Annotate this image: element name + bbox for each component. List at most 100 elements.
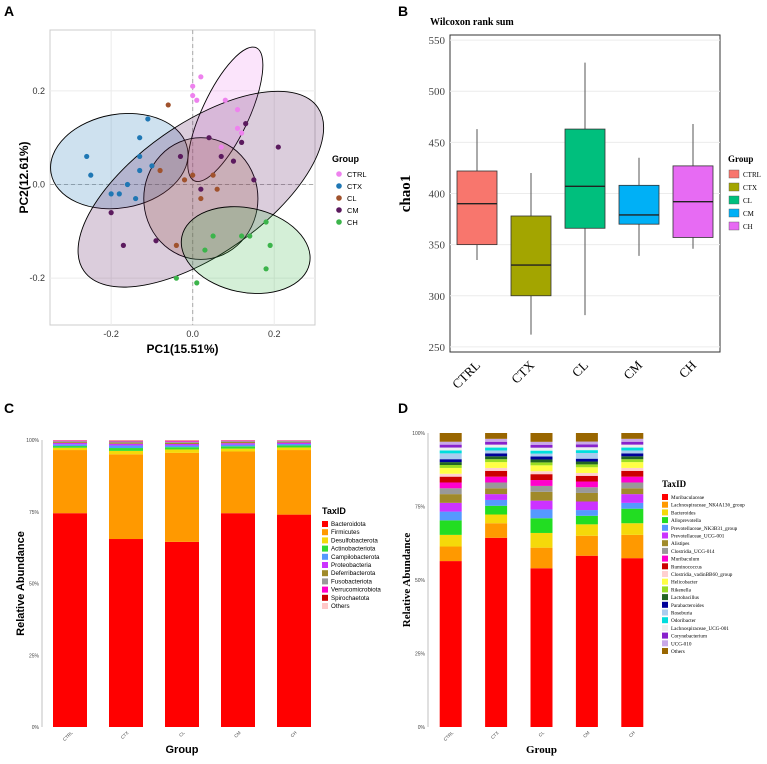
bar-segment-others xyxy=(531,433,553,442)
legend-swatch-ruminococcus xyxy=(662,563,668,569)
bar-segment-muribaculum xyxy=(531,480,553,486)
bar-segment-proteobacteria xyxy=(53,443,87,444)
legend-swatch-muribaculum xyxy=(662,556,668,562)
bar-segment-ucg-010 xyxy=(576,442,598,445)
legend-swatch-clostridia-ucg-014 xyxy=(662,548,668,554)
bar-segment-lachnospiraceae-ucg-001 xyxy=(440,448,462,451)
bar-segment-muribaculaceae xyxy=(440,561,462,727)
bar-segment-odoribacter xyxy=(576,450,598,453)
bar-segment-roseburia xyxy=(576,453,598,459)
bar-segment-verrucomicrobiota xyxy=(109,441,143,442)
bar-segment-parabacteroides xyxy=(531,457,553,460)
legend-marker-cl xyxy=(336,195,342,201)
point-ctx xyxy=(117,191,122,196)
legend-swatch-lactobacillus xyxy=(662,594,668,600)
bar-segment-bacteroidota xyxy=(53,513,87,727)
legend-label-lachnospiraceae-ucg-001: Lachnospiraceae_UCG-001 xyxy=(671,626,729,632)
y-axis-label: chao1 xyxy=(398,175,414,213)
point-ctx xyxy=(133,196,138,201)
bar-segment-prevotellaceae-nk3b31-group xyxy=(440,512,462,521)
point-cm xyxy=(198,187,203,192)
bar-segment-desulfobacterota xyxy=(277,447,311,450)
legend-swatch-others xyxy=(662,648,668,654)
bar-segment-helicobacter xyxy=(485,462,507,468)
bar-segment-firmicutes xyxy=(277,450,311,515)
point-ctrl xyxy=(190,93,195,98)
bar-segment-alistipes xyxy=(576,493,598,502)
panel-label-b: B xyxy=(398,3,408,19)
legend-label-prevotellaceae-ucg-001: Prevotellaceae_UCG-001 xyxy=(671,534,725,540)
legend-swatch-alistipes xyxy=(662,540,668,546)
bar-segment-alloprevotella xyxy=(485,506,507,515)
point-cl xyxy=(182,177,187,182)
bar-segment-actinobacteriota xyxy=(109,448,143,451)
box-ctx xyxy=(511,216,551,296)
x-tick-label: 0.2 xyxy=(268,329,281,339)
legend-swatch-helicobacter xyxy=(662,579,668,585)
legend-label-ucg-010: UCG-010 xyxy=(671,641,692,647)
bar-segment-lachnospiraceae-nk4a136-group xyxy=(621,535,643,558)
point-cl xyxy=(210,173,215,178)
legend-label-roseburia: Roseburia xyxy=(671,611,693,617)
bar-segment-roseburia xyxy=(531,454,553,457)
bar-segment-bacteroides xyxy=(576,524,598,535)
bar-segment-actinobacteriota xyxy=(53,446,87,448)
legend-swatch-ctrl xyxy=(729,170,739,178)
bar-segment-campilobacterota xyxy=(277,444,311,445)
bar-segment-parabacteroides xyxy=(576,459,598,462)
bar-segment-muribaculaceae xyxy=(531,568,553,727)
legend-label-ch: CH xyxy=(743,223,753,231)
legend-marker-ch xyxy=(336,219,342,225)
y-tick-label: 0.2 xyxy=(32,86,45,96)
panel-label-d: D xyxy=(398,400,408,416)
legend-label-spirochaetota: Spirochaetota xyxy=(331,595,370,602)
panel-label-c: C xyxy=(4,400,14,416)
bar-segment-alloprevotella xyxy=(531,518,553,533)
bar-segment-rikenella xyxy=(576,464,598,467)
legend-label-ctx: CTX xyxy=(743,184,757,192)
bar-segment-roseburia xyxy=(485,450,507,453)
point-ctx xyxy=(84,154,89,159)
point-ch xyxy=(210,233,215,238)
point-cl xyxy=(157,168,162,173)
x-tick-label: 0.0 xyxy=(186,329,199,339)
bar-segment-muribaculaceae xyxy=(485,538,507,727)
bar-segment-prevotellaceae-ucg-001 xyxy=(440,503,462,512)
bar-segment-roseburia xyxy=(440,453,462,459)
bar-segment-muribaculaceae xyxy=(621,558,643,727)
x-tick-label: CTX xyxy=(508,357,537,386)
bar-segment-lachnospiraceae-nk4a136-group xyxy=(576,536,598,556)
legend-label-ruminococcus: Ruminococcus xyxy=(671,564,702,570)
bar-segment-actinobacteriota xyxy=(221,446,255,448)
bar-segment-odoribacter xyxy=(621,448,643,451)
point-cm xyxy=(239,140,244,145)
x-tick-label: CH xyxy=(290,730,298,738)
bar-segment-bacteroides xyxy=(621,523,643,535)
bar-segment-lactobacillus xyxy=(576,462,598,465)
bar-segment-campilobacterota xyxy=(109,445,143,448)
legend-title: Group xyxy=(728,154,753,164)
legend-label-others: Others xyxy=(671,649,685,655)
legend-label-desulfobacterota: Desulfobacterota xyxy=(331,537,378,544)
point-ctrl xyxy=(235,126,240,131)
point-cl xyxy=(174,243,179,248)
point-cm xyxy=(109,210,114,215)
y-tick-label: 0% xyxy=(32,725,40,731)
bar-segment-parabacteroides xyxy=(485,453,507,456)
bar-segment-desulfobacterota xyxy=(165,449,199,452)
x-tick-label: CL xyxy=(569,357,591,379)
bar-segment-prevotellaceae-nk3b31-group xyxy=(621,503,643,509)
legend-label-odoribacter: Odoribacter xyxy=(671,618,696,624)
x-tick-label: CTRL xyxy=(449,357,483,391)
point-ctrl xyxy=(235,107,240,112)
legend-label-ctx: CTX xyxy=(347,182,362,191)
point-ch xyxy=(194,280,199,285)
point-cm xyxy=(206,135,211,140)
bar-segment-alistipes xyxy=(531,492,553,501)
legend-label-campilobacterota: Campilobacterota xyxy=(331,554,380,561)
bar-segment-firmicutes xyxy=(53,450,87,513)
bar-segment-alloprevotella xyxy=(440,520,462,535)
bar-segment-clostridia-ucg-014 xyxy=(440,488,462,494)
